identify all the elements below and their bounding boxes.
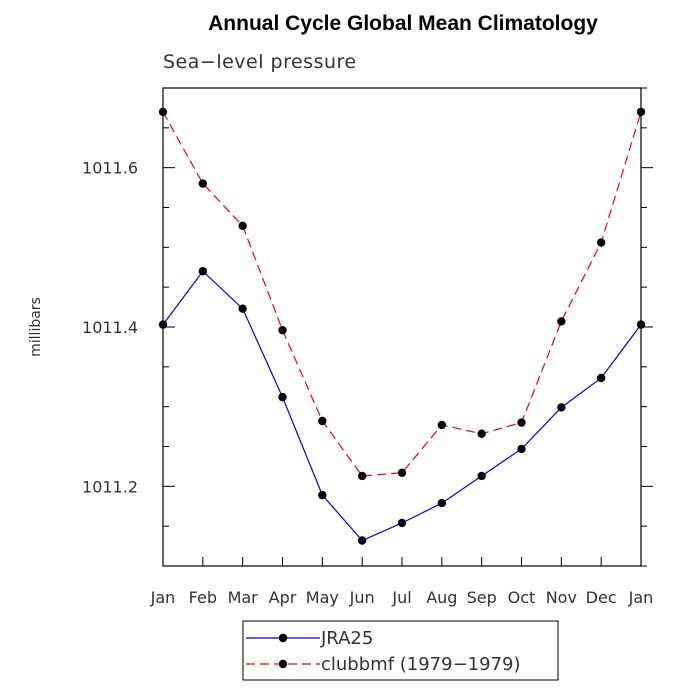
series-line-0 — [162, 270, 642, 542]
series-0 — [158, 267, 646, 545]
series-1-point-7 — [437, 420, 447, 430]
legend-box — [242, 620, 559, 681]
x-tick-label-7: Aug — [426, 588, 457, 607]
series-0-point-1 — [198, 267, 208, 276]
series-0-point-11 — [596, 373, 606, 383]
series-0-point-5 — [357, 536, 367, 545]
ticks-layer — [162, 87, 653, 567]
chart-subtitle: Sea−level pressure — [163, 51, 357, 73]
x-tick-label-8: Sep — [467, 588, 497, 607]
series-1-point-9 — [517, 418, 526, 427]
chart-title: Annual Cycle Global Mean Climatology — [208, 12, 598, 35]
legend: JRA25 clubbmf (1979−1979) — [242, 620, 559, 681]
x-tick-label-12: Jan — [628, 588, 654, 607]
y-axis-label: millibars — [28, 297, 44, 357]
series-1-point-2 — [238, 221, 247, 231]
series-0-point-2 — [238, 304, 247, 313]
series-0-point-10 — [557, 403, 566, 412]
series-1-point-5 — [357, 471, 367, 481]
legend-marker-0 — [278, 633, 288, 643]
series-1-point-1 — [198, 179, 208, 188]
y-tick-label-0: 1011.2 — [82, 477, 138, 496]
x-tick-label-0: Jan — [150, 588, 176, 607]
series-1-point-3 — [278, 325, 287, 335]
series-1-point-10 — [557, 317, 566, 326]
series-layer — [158, 107, 646, 545]
x-tick-label-9: Oct — [508, 588, 536, 607]
x-tick-label-10: Nov — [546, 588, 577, 607]
series-0-point-3 — [278, 392, 287, 402]
series-0-point-9 — [517, 444, 526, 454]
series-0-point-4 — [318, 490, 327, 500]
legend-label-0: JRA25 — [320, 628, 373, 649]
series-1-point-4 — [318, 416, 327, 426]
labels-layer: Jan Feb Mar Apr May Jun Jul Aug Sep Oct Nov Dec Jan 1… — [82, 159, 653, 607]
series-1-point-8 — [477, 429, 486, 438]
x-tick-label-6: Jul — [391, 588, 411, 607]
x-tick-label-2: Mar — [228, 588, 259, 607]
series-line-1 — [162, 111, 642, 477]
series-1-point-6 — [397, 468, 407, 477]
series-0-point-7 — [437, 498, 447, 508]
series-1-point-11 — [596, 238, 606, 247]
x-tick-label-3: Apr — [269, 588, 297, 607]
plot-frame — [162, 87, 642, 567]
x-tick-label-1: Feb — [189, 588, 217, 607]
legend-marker-1 — [278, 659, 288, 669]
legend-label-1: clubbmf (1979−1979) — [321, 654, 521, 675]
series-1 — [158, 107, 646, 481]
y-tick-label-2: 1011.6 — [82, 159, 138, 178]
series-0-point-8 — [477, 471, 486, 481]
y-tick-label-1: 1011.4 — [82, 318, 138, 337]
x-tick-label-11: Dec — [586, 588, 617, 607]
x-tick-label-4: May — [306, 588, 339, 607]
series-0-point-6 — [397, 518, 407, 528]
x-tick-label-5: Jun — [349, 588, 375, 607]
